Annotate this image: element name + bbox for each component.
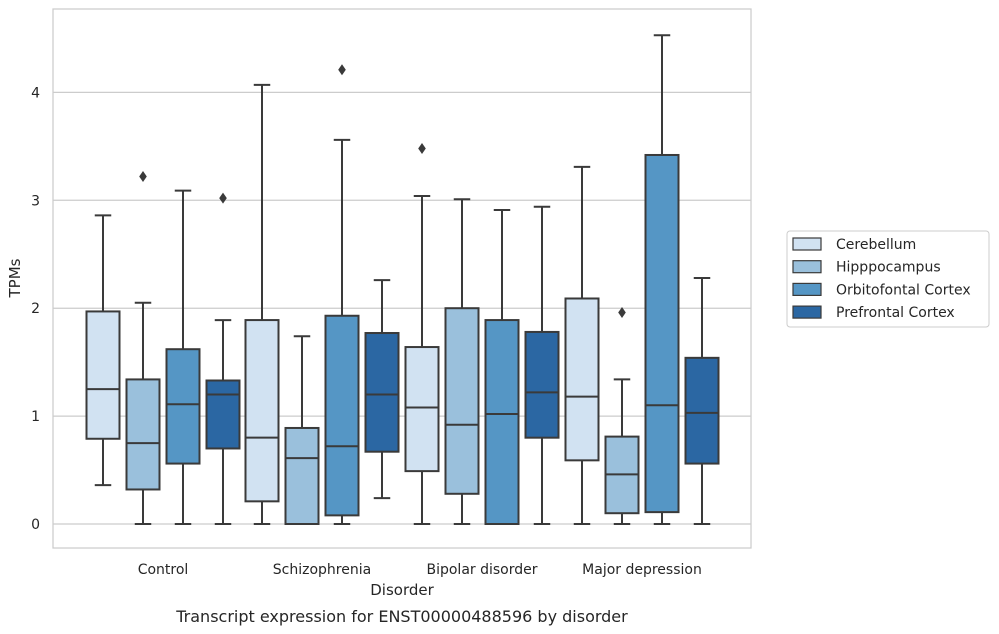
iqr-box: [564, 297, 600, 462]
y-tick-label: 2: [31, 301, 40, 317]
iqr-box: [444, 307, 480, 495]
iqr-box: [644, 153, 680, 514]
y-tick-label: 0: [31, 517, 40, 533]
legend: Cerebellum Hipppocampus Orbitofontal Corte…: [786, 230, 990, 328]
iqr-box: [364, 332, 400, 453]
outlier-marker: [418, 143, 426, 155]
iqr-box: [165, 348, 201, 465]
chart-caption: Transcript expression for ENST0000048859…: [175, 607, 628, 626]
box-orbitofontal-cortex: [484, 209, 520, 525]
iqr-box: [284, 426, 320, 525]
legend-swatch: [792, 305, 822, 319]
x-tick-label: Control: [138, 562, 189, 578]
outlier-marker: [338, 64, 346, 76]
box-series: [85, 34, 720, 525]
box-prefrontal-cortex: [364, 279, 400, 500]
legend-label: Hipppocampus: [836, 260, 941, 276]
y-tick-label: 4: [31, 85, 40, 101]
y-tick-label: 3: [31, 193, 40, 209]
box-prefrontal-cortex: [684, 276, 720, 525]
outlier-marker: [618, 307, 626, 319]
legend-swatch: [792, 282, 822, 296]
iqr-box: [684, 356, 720, 465]
box-orbitofontal-cortex: [324, 64, 360, 525]
legend-label: Cerebellum: [836, 237, 916, 253]
box-prefrontal-cortex: [205, 192, 241, 525]
x-axis-label: Disorder: [370, 581, 434, 599]
box-hipppocampus: [284, 335, 320, 525]
iqr-box: [484, 319, 520, 525]
box-cerebellum: [244, 83, 280, 525]
box-cerebellum: [404, 143, 440, 525]
x-tick-label: Major depression: [582, 562, 702, 578]
legend-label: Prefrontal Cortex: [836, 305, 955, 321]
box-hipppocampus: [125, 171, 161, 525]
outlier-marker: [219, 192, 227, 204]
x-tick-label: Bipolar disorder: [426, 562, 537, 578]
box-prefrontal-cortex: [524, 205, 560, 525]
box-cerebellum: [85, 214, 121, 487]
outlier-marker: [139, 171, 147, 183]
iqr-box: [205, 379, 241, 450]
x-tick-label: Schizophrenia: [273, 562, 371, 578]
y-tick-labels: 0 1 2 3 4: [31, 85, 40, 533]
iqr-box: [404, 346, 440, 473]
box-hipppocampus: [444, 198, 480, 525]
iqr-box: [244, 319, 280, 503]
box-orbitofontal-cortex: [644, 34, 680, 525]
plot-area: [52, 8, 752, 549]
iqr-box: [85, 310, 121, 440]
legend-swatch: [792, 260, 822, 274]
legend-swatch: [792, 237, 822, 251]
x-tick-labels: Control Schizophrenia Bipolar disorder Majo…: [138, 562, 702, 578]
iqr-box: [125, 378, 161, 491]
iqr-box: [324, 314, 360, 517]
box-cerebellum: [564, 165, 600, 525]
box-orbitofontal-cortex: [165, 189, 201, 525]
iqr-box: [524, 330, 560, 439]
legend-frame: [786, 230, 990, 328]
legend-label: Orbitofontal Cortex: [836, 282, 971, 298]
box-hipppocampus: [604, 307, 640, 525]
y-axis-label: TPMs: [6, 258, 24, 298]
y-tick-label: 1: [31, 409, 40, 425]
